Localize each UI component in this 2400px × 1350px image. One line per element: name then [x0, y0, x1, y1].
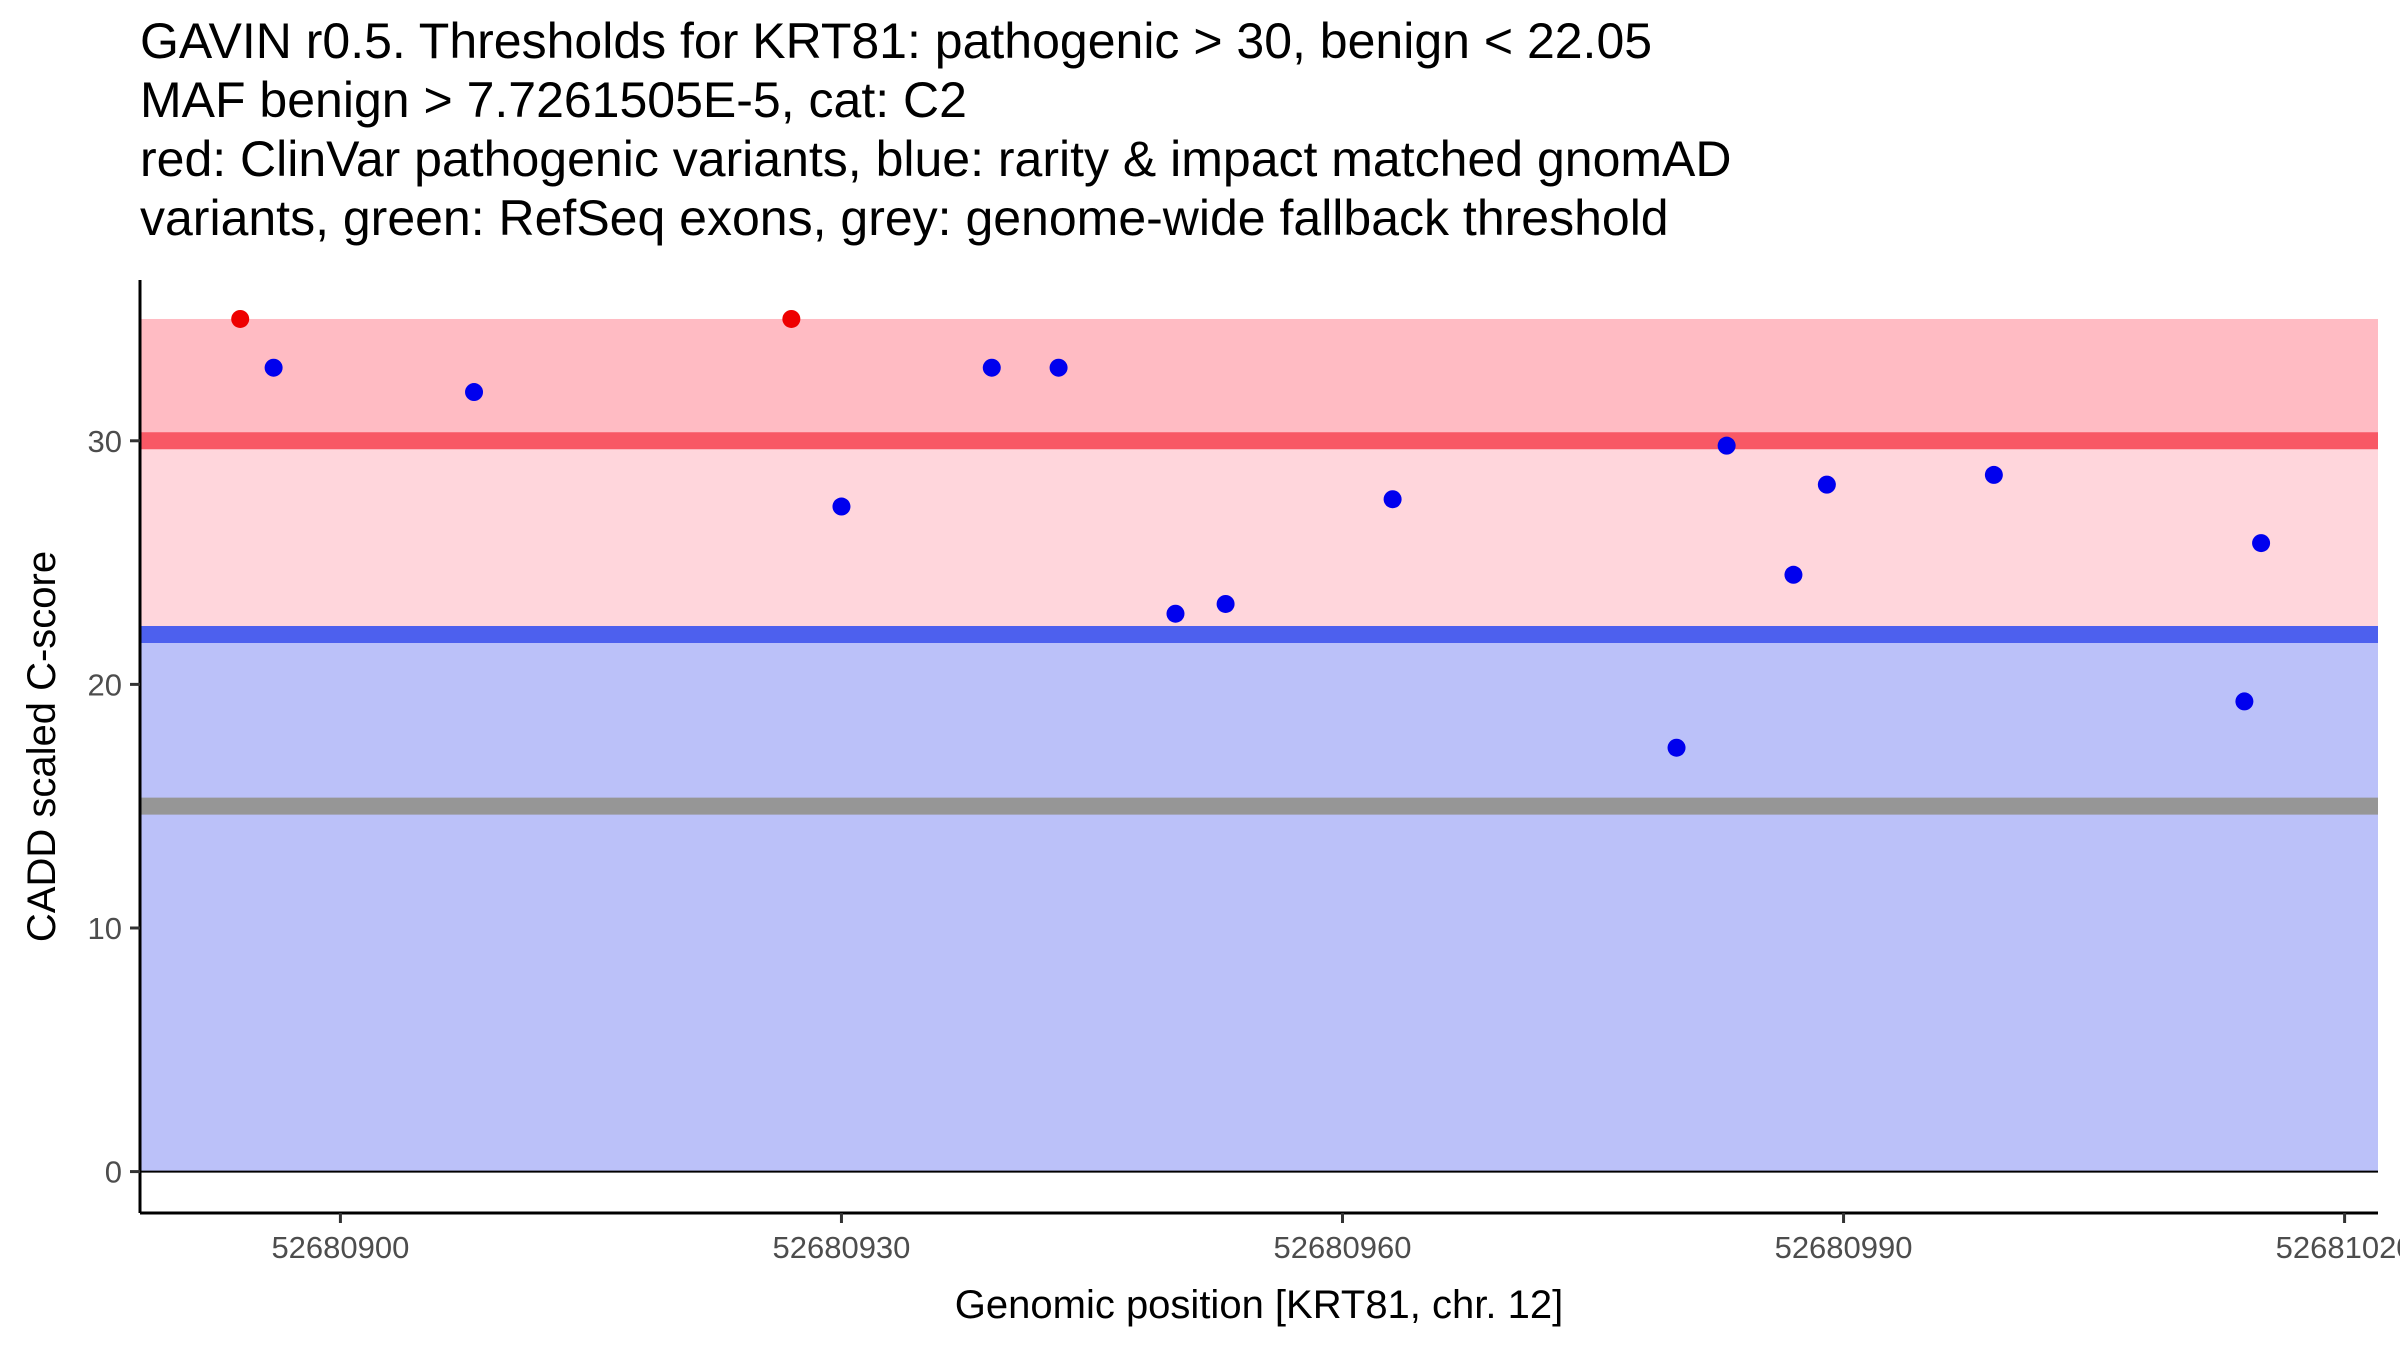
x-axis-title: Genomic position [KRT81, chr. 12] — [955, 1283, 1563, 1327]
title-line-1: GAVIN r0.5. Thresholds for KRT81: pathog… — [140, 13, 1653, 69]
gnomad-point — [1984, 465, 2003, 484]
y-tick-label: 0 — [105, 1155, 122, 1190]
gnomad-point — [1717, 436, 1736, 455]
clinvar-point — [782, 309, 801, 328]
y-tick-label: 20 — [88, 667, 122, 702]
chart-title: GAVIN r0.5. Thresholds for KRT81: pathog… — [140, 12, 2380, 248]
gnomad-point — [1667, 738, 1686, 757]
clinvar-point — [231, 309, 250, 328]
x-tick-label: 52681020 — [2276, 1230, 2400, 1265]
gnomad-point — [264, 358, 283, 377]
title-line-3: red: ClinVar pathogenic variants, blue: … — [140, 131, 1732, 187]
gnomad-point — [1784, 565, 1803, 584]
axis-ticks: 52680900 52680930 52680960 52680990 52681020… — [88, 424, 2400, 1265]
gnomad-point — [1166, 604, 1185, 623]
threshold-regions — [140, 318, 2378, 1172]
gnomad-point — [1817, 475, 1836, 494]
x-tick-label: 52680930 — [772, 1230, 910, 1265]
x-tick-label: 52680990 — [1775, 1230, 1913, 1265]
data-points — [231, 309, 2271, 757]
gnomad-point — [832, 497, 851, 516]
x-tick-label: 52680960 — [1274, 1230, 1412, 1265]
y-tick-label: 10 — [88, 911, 122, 946]
gnomad-point — [1049, 358, 1068, 377]
pathogenic-max-band — [140, 318, 2378, 441]
title-line-2: MAF benign > 7.7261505E-5, cat: C2 — [140, 72, 967, 128]
y-axis-title: CADD scaled C-score — [20, 551, 64, 942]
pathogenic-band — [140, 440, 2378, 635]
axes — [138, 280, 2378, 1215]
gnomad-point — [1383, 490, 1402, 509]
threshold-lines — [140, 432, 2378, 1173]
gnomad-point — [1216, 594, 1235, 613]
title-line-4: variants, green: RefSeq exons, grey: gen… — [140, 190, 1669, 246]
benign-band — [140, 634, 2378, 1172]
gnomad-point — [465, 383, 484, 402]
y-tick-label: 30 — [88, 424, 122, 459]
gnomad-point — [982, 358, 1001, 377]
gnomad-point — [2235, 692, 2254, 711]
gnomad-point — [2252, 534, 2271, 553]
x-tick-label: 52680900 — [271, 1230, 409, 1265]
